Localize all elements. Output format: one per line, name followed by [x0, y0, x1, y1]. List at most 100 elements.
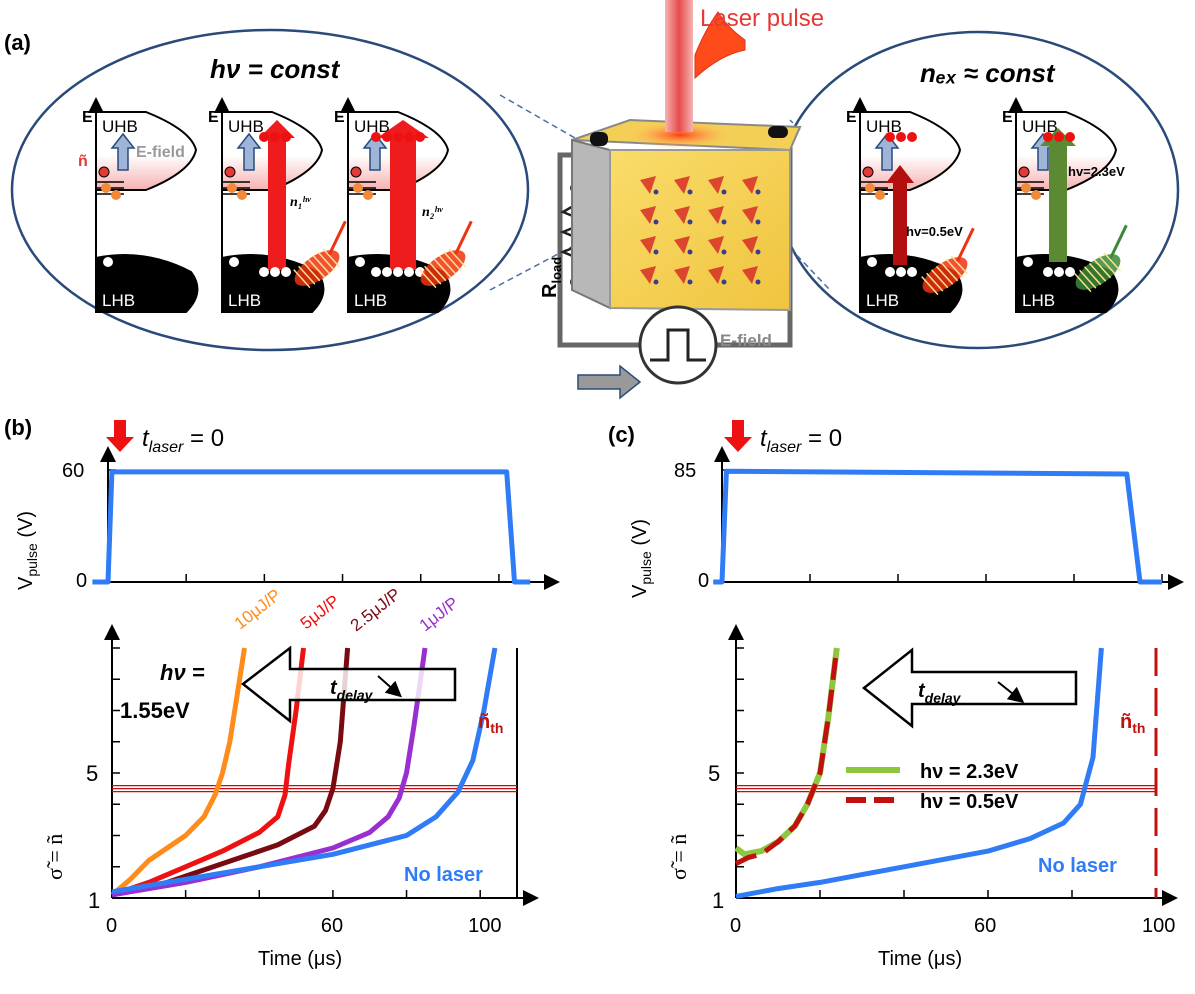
efield-up-arrow — [110, 132, 136, 171]
lattice-atom — [687, 279, 693, 285]
crystal-side — [571, 138, 611, 310]
defect-dot — [875, 190, 885, 200]
trapped-electron — [224, 166, 236, 178]
lattice-atom — [721, 189, 727, 195]
wavepacket-stripe — [1084, 266, 1102, 286]
wavepacket-stripe — [317, 251, 336, 271]
c-sigma-label: σ̃ = ñ — [666, 834, 691, 880]
panel-b-label: (b) — [4, 415, 32, 440]
lattice-tetrahedron — [708, 236, 724, 254]
photon-wavepacket — [419, 220, 473, 289]
lattice-atom — [653, 249, 659, 255]
b-vtick-60: 60 — [62, 460, 84, 482]
series-line-5-j-p — [111, 647, 306, 898]
b-vtick-0: 0 — [76, 570, 87, 592]
c-legend-label-0: hν = 2.3eV — [920, 761, 1019, 783]
wavepacket-stripe — [945, 258, 964, 278]
uhb-label: UHB — [354, 117, 390, 136]
photo-hole — [371, 267, 381, 277]
c-nth-label: ñth — [1120, 711, 1145, 736]
wavepacket-stripe — [931, 269, 949, 289]
excitation-arrow — [259, 120, 295, 270]
excited-electron — [281, 132, 291, 142]
c-xtick-label-60: 60 — [974, 915, 996, 937]
wavepacket-stripe — [424, 265, 442, 285]
wavepacket-stripe — [1074, 273, 1092, 293]
b-series-label-1: 5μJ/P — [297, 591, 343, 633]
series-line-h-0-5ev — [734, 647, 840, 866]
wavepacket-tail — [328, 220, 347, 256]
lattice-tetrahedron — [708, 176, 724, 194]
photo-hole — [393, 267, 403, 277]
lattice-atom — [721, 249, 727, 255]
energy-axis-label: E — [334, 109, 345, 126]
c-vpulse-axis-label: Vpulse (V) — [629, 519, 654, 598]
excited-electron — [885, 132, 895, 142]
lattice-tetrahedron — [640, 176, 656, 194]
lhb-label: LHB — [1022, 291, 1055, 310]
lattice-atom — [721, 219, 727, 225]
panel-a-label: (a) — [4, 30, 31, 55]
defect-dot — [363, 190, 373, 200]
efield-up-arrow — [236, 132, 262, 171]
lhb-label: LHB — [228, 291, 261, 310]
lattice-atom — [687, 249, 693, 255]
hole — [867, 257, 877, 267]
wavepacket-stripe — [438, 255, 457, 275]
wavepacket-stripe — [1079, 269, 1097, 289]
band-diagrams-nex-const: E UHB LHB hv=0.5eV E UHB LHB hv=2.3eV — [846, 97, 1128, 313]
excitation-arrow — [1040, 128, 1076, 262]
energy-axis-label: E — [1002, 109, 1013, 126]
excited-electron — [1054, 132, 1064, 142]
series-line-no-laser — [111, 647, 498, 895]
lattice-tetrahedron — [708, 266, 724, 284]
c-legend-label-1: hν = 0.5eV — [920, 791, 1019, 813]
b-tdelay-small-arrow — [377, 675, 402, 698]
uhb-label: UHB — [1022, 117, 1058, 136]
b-tdelay-label: tdelay — [330, 677, 374, 703]
b-series-label-0: 10μJ/P — [231, 585, 285, 633]
b-xtick-label-60: 60 — [321, 915, 343, 937]
wavepacket-stripe — [322, 248, 341, 268]
laser-pulse-shape — [694, 11, 746, 80]
c-ytick-1: 1 — [712, 888, 724, 913]
lattice-tetrahedron — [640, 206, 656, 224]
hole — [103, 257, 113, 267]
photo-hole — [1043, 267, 1053, 277]
efield-up-arrow — [362, 132, 388, 171]
b-series-label-3: 1μJ/P — [416, 593, 462, 635]
c-tlaser-label: tlaser = 0 — [760, 425, 842, 456]
photon-wavepacket — [1074, 224, 1128, 293]
series-line-h-2-3ev — [734, 647, 840, 858]
energy-axis-label: E — [208, 109, 219, 126]
photon-wavepacket — [921, 227, 975, 296]
lattice-tetrahedron — [742, 176, 758, 194]
b-xtick-label-100: 100 — [468, 915, 501, 937]
efield-label: E-field — [136, 144, 185, 161]
wavepacket-stripe — [443, 251, 462, 271]
lattice-tetrahedron — [674, 266, 690, 284]
lhb-label: LHB — [354, 291, 387, 310]
photo-hole — [1054, 267, 1064, 277]
excitation-arrow — [377, 120, 429, 270]
lattice-atom — [755, 189, 761, 195]
wavepacket-stripe — [433, 258, 452, 278]
photo-density-label: n₁ʰᵛ — [290, 195, 312, 210]
hv-const-title: hν = const — [210, 54, 341, 84]
wavepacket-stripe — [307, 258, 326, 278]
defect-dot — [1021, 183, 1031, 193]
excited-electron — [259, 132, 269, 142]
c-vtick-85: 85 — [674, 460, 696, 482]
wavepacket-stripe — [1093, 259, 1112, 279]
lattice-atom — [755, 249, 761, 255]
hole — [1023, 257, 1033, 267]
uhb-label: UHB — [102, 117, 138, 136]
lattice-atom — [653, 279, 659, 285]
ntilde-label: ñ — [78, 153, 88, 170]
lattice-tetrahedron — [742, 236, 758, 254]
series-line-2-5-j-p — [111, 647, 351, 898]
defect-dot — [353, 183, 363, 193]
nex-const-title: nₑₓ ≈ const — [920, 58, 1056, 88]
wavepacket-stripe — [926, 272, 944, 292]
lattice-tetrahedron — [640, 266, 656, 284]
